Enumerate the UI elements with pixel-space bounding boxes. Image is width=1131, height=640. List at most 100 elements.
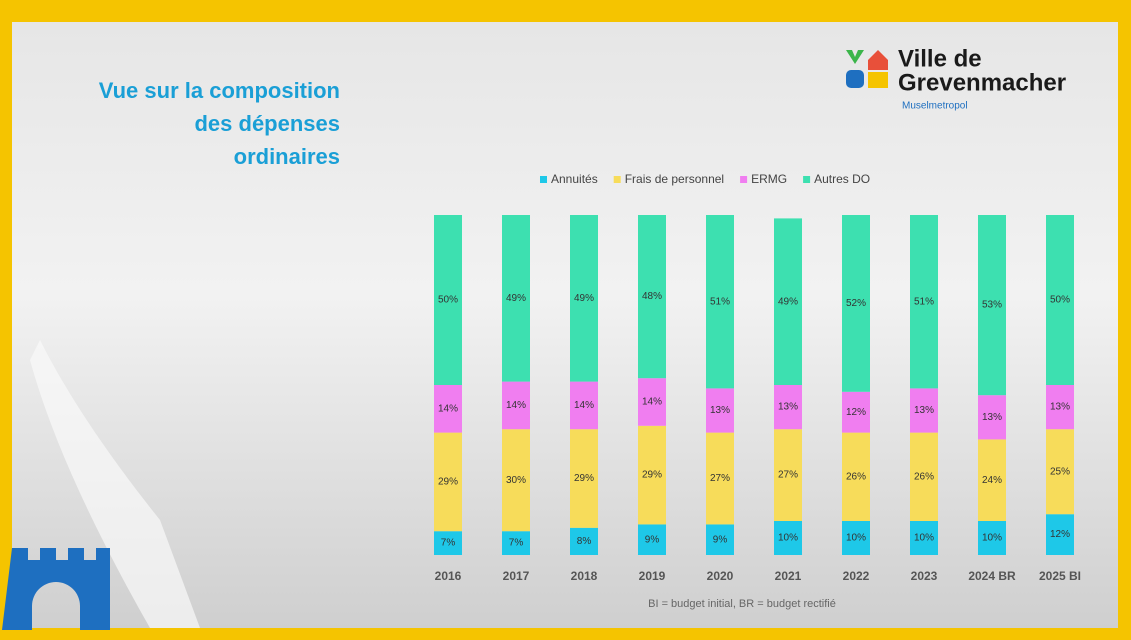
bar-segment — [910, 215, 938, 389]
data-label: 10% — [778, 533, 798, 544]
data-label: 14% — [574, 400, 594, 411]
x-tick-label: 2018 — [571, 569, 598, 583]
bar-segment — [434, 432, 462, 532]
bar-segment — [978, 215, 1006, 396]
data-label: 14% — [506, 400, 526, 411]
bar-segment — [910, 388, 938, 433]
data-label: 49% — [574, 293, 594, 304]
data-label: 49% — [506, 293, 526, 304]
bar-segment — [774, 429, 802, 521]
bar-segment — [978, 395, 1006, 440]
bar-segment — [502, 215, 530, 382]
data-label: 51% — [914, 296, 934, 307]
bar-segment — [1046, 429, 1074, 515]
data-label: 50% — [438, 295, 458, 306]
x-tick-label: 2016 — [435, 569, 462, 583]
bar-segment — [706, 432, 734, 525]
data-label: 48% — [642, 291, 662, 302]
data-label: 25% — [1050, 466, 1070, 477]
logo-line1: Ville de — [898, 45, 982, 72]
legend-swatch — [803, 176, 811, 183]
legend-swatch — [613, 176, 621, 183]
bar-segment — [638, 215, 666, 379]
logo-tagline: Muselmetropol — [902, 101, 968, 112]
data-label: 13% — [778, 402, 798, 413]
bar-segment — [774, 521, 802, 555]
bar-segment — [434, 215, 462, 385]
bar-segment — [706, 215, 734, 389]
bar-segment — [910, 521, 938, 555]
data-label: 26% — [846, 471, 866, 482]
data-label: 13% — [914, 405, 934, 416]
data-label: 29% — [438, 477, 458, 488]
logo-icon — [846, 50, 888, 88]
data-label: 52% — [846, 298, 866, 309]
bar-segment — [1046, 215, 1074, 385]
bar-segment — [570, 429, 598, 528]
data-label: 53% — [982, 300, 1002, 311]
slide-title: Vue sur la composition des dépenses ordi… — [98, 78, 340, 169]
bar-segment — [842, 521, 870, 555]
data-label: 50% — [1050, 295, 1070, 306]
data-label: 27% — [778, 470, 798, 481]
data-label: 8% — [577, 536, 592, 547]
x-tick-label: 2020 — [707, 569, 734, 583]
bar-segment — [502, 531, 530, 555]
bar-segment — [638, 425, 666, 525]
data-label: 24% — [982, 475, 1002, 486]
data-label: 29% — [574, 473, 594, 484]
data-label: 13% — [710, 405, 730, 416]
bar-segment — [978, 439, 1006, 521]
data-label: 10% — [982, 533, 1002, 544]
data-label: 14% — [438, 403, 458, 414]
data-label: 9% — [645, 534, 660, 545]
x-tick-label: 2017 — [503, 569, 530, 583]
legend-label: Frais de personnel — [625, 172, 724, 186]
legend-label: Annuités — [551, 172, 598, 186]
bar-segment — [1046, 385, 1074, 430]
bar-segment — [842, 391, 870, 433]
x-tick-label: 2024 BR — [968, 569, 1016, 583]
x-tick-label: 2019 — [639, 569, 666, 583]
bar-segment — [638, 524, 666, 555]
data-label: 12% — [846, 407, 866, 418]
bar-segment — [1046, 514, 1074, 555]
data-label: 51% — [710, 296, 730, 307]
data-label: 10% — [914, 533, 934, 544]
data-label: 10% — [846, 533, 866, 544]
bar-segment — [842, 432, 870, 521]
bar-segment — [706, 524, 734, 555]
data-label: 13% — [982, 412, 1002, 423]
bar-segment — [502, 429, 530, 532]
legend-label: ERMG — [751, 172, 787, 186]
data-label: 7% — [441, 538, 456, 549]
bar-segment — [706, 388, 734, 433]
bar-segment — [842, 215, 870, 392]
data-label: 29% — [642, 470, 662, 481]
road — [30, 340, 200, 628]
bar-segment — [570, 381, 598, 430]
data-label: 26% — [914, 471, 934, 482]
tower-icon — [2, 548, 110, 630]
bar-segment — [774, 385, 802, 430]
x-tick-label: 2022 — [843, 569, 870, 583]
legend-label: Autres DO — [814, 172, 870, 186]
footnote: BI = budget initial, BR = budget rectifi… — [648, 598, 836, 610]
x-tick-label: 2025 BI — [1039, 569, 1081, 583]
bar-segment — [638, 378, 666, 426]
data-label: 30% — [506, 475, 526, 486]
data-label: 27% — [710, 473, 730, 484]
data-label: 12% — [1050, 529, 1070, 540]
bar-segment — [570, 215, 598, 382]
bar-segment — [978, 521, 1006, 555]
bar-segment — [774, 218, 802, 385]
bar-segment — [434, 385, 462, 433]
logo-line2: Grevenmacher — [898, 69, 1066, 96]
bar-segment — [502, 381, 530, 430]
legend-swatch — [740, 176, 748, 183]
data-label: 14% — [642, 397, 662, 408]
bar-segment — [434, 531, 462, 555]
data-label: 13% — [1050, 402, 1070, 413]
